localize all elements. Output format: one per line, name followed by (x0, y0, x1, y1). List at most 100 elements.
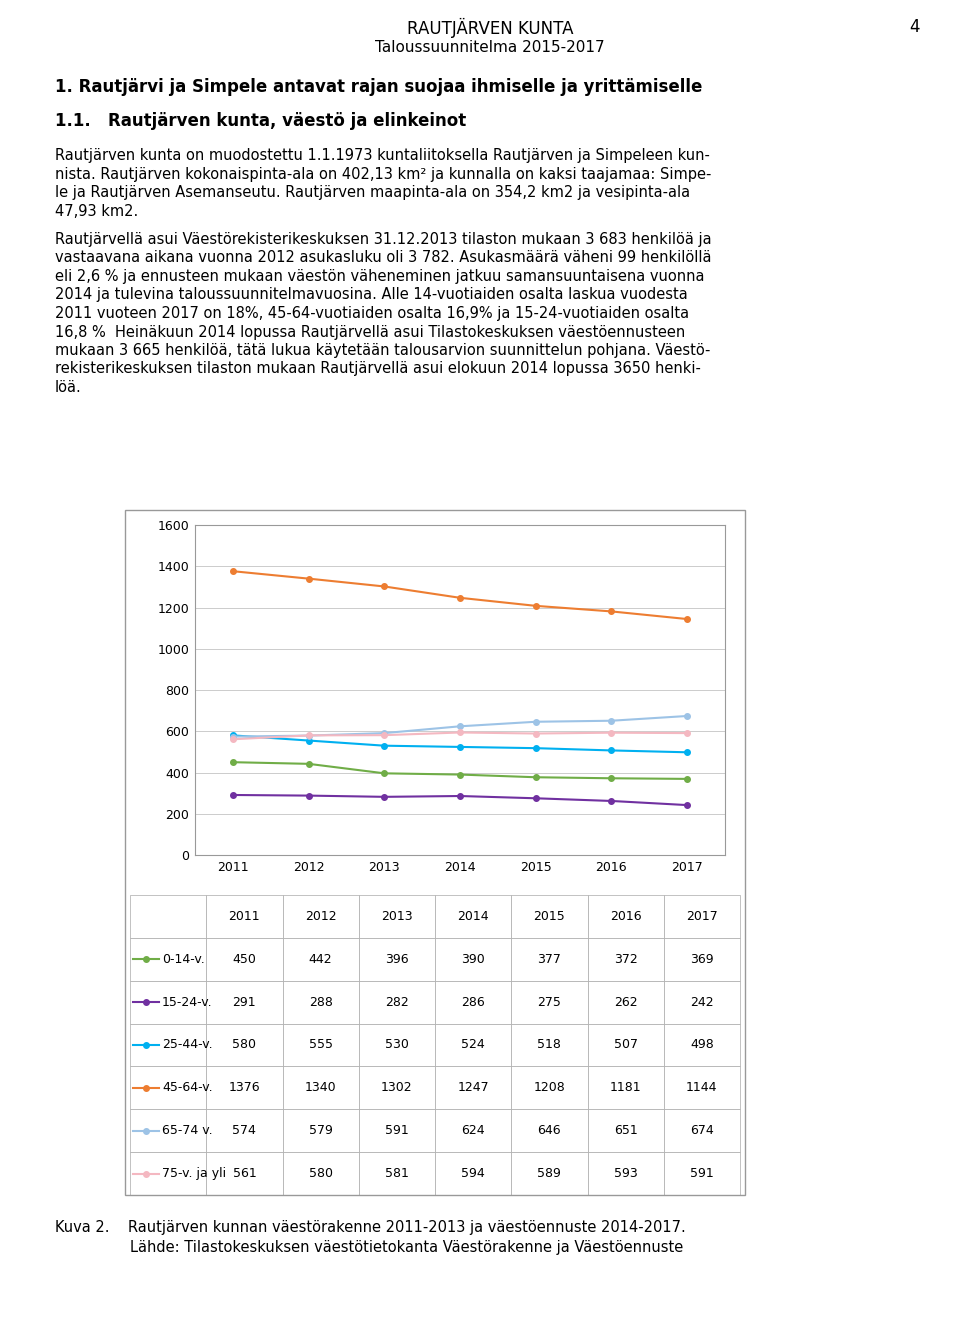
Text: 2011: 2011 (228, 910, 260, 923)
Text: 1376: 1376 (228, 1082, 260, 1094)
Bar (282, 1152, 359, 1196)
Bar (435, 896, 512, 938)
Text: 2014 ja tulevina taloussuunnitelmavuosina. Alle 14-vuotiaiden osalta laskua vuod: 2014 ja tulevina taloussuunnitelmavuosin… (55, 288, 687, 303)
Text: Rautjärvellä asui Väestörekisterikeskuksen 31.12.2013 tilaston mukaan 3 683 henk: Rautjärvellä asui Väestörekisterikeskuks… (55, 232, 711, 247)
Bar (512, 980, 588, 1024)
Text: 674: 674 (690, 1124, 713, 1137)
Bar (206, 1110, 282, 1152)
Text: Lähde: Tilastokeskuksen väestötietokanta Väestörakenne ja Väestöennuste: Lähde: Tilastokeskuksen väestötietokanta… (130, 1240, 684, 1255)
Text: 561: 561 (232, 1166, 256, 1180)
Text: 291: 291 (232, 996, 256, 1009)
Text: 2012: 2012 (305, 910, 336, 923)
Bar (359, 980, 435, 1024)
Bar (663, 1066, 740, 1110)
Text: 580: 580 (308, 1166, 332, 1180)
Bar (130, 980, 206, 1024)
Bar (588, 938, 663, 980)
Text: 47,93 km2.: 47,93 km2. (55, 203, 138, 218)
Text: 4: 4 (909, 18, 920, 36)
Bar (282, 1066, 359, 1110)
Bar (125, 510, 745, 1196)
Bar (359, 1024, 435, 1066)
Text: 286: 286 (461, 996, 485, 1009)
Bar (359, 1066, 435, 1110)
Bar (512, 1110, 588, 1152)
Text: 651: 651 (613, 1124, 637, 1137)
Text: 507: 507 (613, 1038, 637, 1052)
Text: 589: 589 (538, 1166, 562, 1180)
Bar (588, 980, 663, 1024)
Bar (130, 1152, 206, 1196)
Text: 591: 591 (690, 1166, 713, 1180)
Text: 1302: 1302 (381, 1082, 413, 1094)
Text: 369: 369 (690, 952, 713, 966)
Bar (663, 938, 740, 980)
Text: mukaan 3 665 henkilöä, tätä lukua käytetään talousarvion suunnittelun pohjana. V: mukaan 3 665 henkilöä, tätä lukua käytet… (55, 343, 710, 358)
Text: 16,8 %  Heinäkuun 2014 lopussa Rautjärvellä asui Tilastokeskuksen väestöennustee: 16,8 % Heinäkuun 2014 lopussa Rautjärvel… (55, 325, 685, 339)
Text: 1340: 1340 (305, 1082, 336, 1094)
Text: 1247: 1247 (457, 1082, 489, 1094)
Text: 646: 646 (538, 1124, 562, 1137)
Bar (512, 1152, 588, 1196)
Text: le ja Rautjärven Asemanseutu. Rautjärven maapinta-ala on 354,2 km2 ja vesipinta-: le ja Rautjärven Asemanseutu. Rautjärven… (55, 185, 690, 199)
Bar (588, 1024, 663, 1066)
Text: vastaavana aikana vuonna 2012 asukasluku oli 3 782. Asukasmäärä väheni 99 henkil: vastaavana aikana vuonna 2012 asukasluku… (55, 251, 711, 266)
Text: 377: 377 (538, 952, 562, 966)
Text: 0-14-v.: 0-14-v. (162, 952, 204, 966)
Bar (588, 1110, 663, 1152)
Text: 2014: 2014 (457, 910, 489, 923)
Text: 442: 442 (309, 952, 332, 966)
Text: 2013: 2013 (381, 910, 413, 923)
Bar (282, 896, 359, 938)
Text: 282: 282 (385, 996, 409, 1009)
Text: Taloussuunnitelma 2015-2017: Taloussuunnitelma 2015-2017 (375, 40, 605, 55)
Text: 75-v. ja yli: 75-v. ja yli (162, 1166, 227, 1180)
Bar (663, 896, 740, 938)
Text: löä.: löä. (55, 380, 82, 395)
Bar (206, 1024, 282, 1066)
Bar (206, 1066, 282, 1110)
Bar (206, 938, 282, 980)
Text: 275: 275 (538, 996, 562, 1009)
Bar (435, 1152, 512, 1196)
Bar (588, 1152, 663, 1196)
Text: 555: 555 (308, 1038, 332, 1052)
Text: 524: 524 (461, 1038, 485, 1052)
Bar (435, 1066, 512, 1110)
Text: 390: 390 (461, 952, 485, 966)
Bar (130, 1024, 206, 1066)
Text: 450: 450 (232, 952, 256, 966)
Bar (435, 938, 512, 980)
Text: 581: 581 (385, 1166, 409, 1180)
Bar (130, 1110, 206, 1152)
Bar (588, 896, 663, 938)
Text: 498: 498 (690, 1038, 713, 1052)
Text: Rautjärven kunta on muodostettu 1.1.1973 kuntaliitoksella Rautjärven ja Simpelee: Rautjärven kunta on muodostettu 1.1.1973… (55, 148, 709, 162)
Bar (130, 1066, 206, 1110)
Bar (359, 938, 435, 980)
Bar (512, 1024, 588, 1066)
Text: 593: 593 (613, 1166, 637, 1180)
Bar (282, 938, 359, 980)
Bar (130, 938, 206, 980)
Bar (130, 896, 206, 938)
Text: nista. Rautjärven kokonaispinta-ala on 402,13 km² ja kunnalla on kaksi taajamaa:: nista. Rautjärven kokonaispinta-ala on 4… (55, 166, 711, 181)
Bar (663, 980, 740, 1024)
Text: 579: 579 (309, 1124, 332, 1137)
Bar (663, 1024, 740, 1066)
Text: 2011 vuoteen 2017 on 18%, 45-64-vuotiaiden osalta 16,9% ja 15-24-vuotiaiden osal: 2011 vuoteen 2017 on 18%, 45-64-vuotiaid… (55, 306, 689, 321)
Text: 530: 530 (385, 1038, 409, 1052)
Bar (359, 1110, 435, 1152)
Text: 1181: 1181 (610, 1082, 641, 1094)
Text: 65-74 v.: 65-74 v. (162, 1124, 213, 1137)
Bar (282, 1024, 359, 1066)
Bar (663, 1152, 740, 1196)
Text: 1.1.   Rautjärven kunta, väestö ja elinkeinot: 1.1. Rautjärven kunta, väestö ja elinkei… (55, 112, 467, 129)
Bar (206, 980, 282, 1024)
Text: 1208: 1208 (534, 1082, 565, 1094)
Text: 580: 580 (232, 1038, 256, 1052)
Text: 591: 591 (385, 1124, 409, 1137)
Bar (282, 1110, 359, 1152)
Bar (512, 896, 588, 938)
Text: 594: 594 (461, 1166, 485, 1180)
